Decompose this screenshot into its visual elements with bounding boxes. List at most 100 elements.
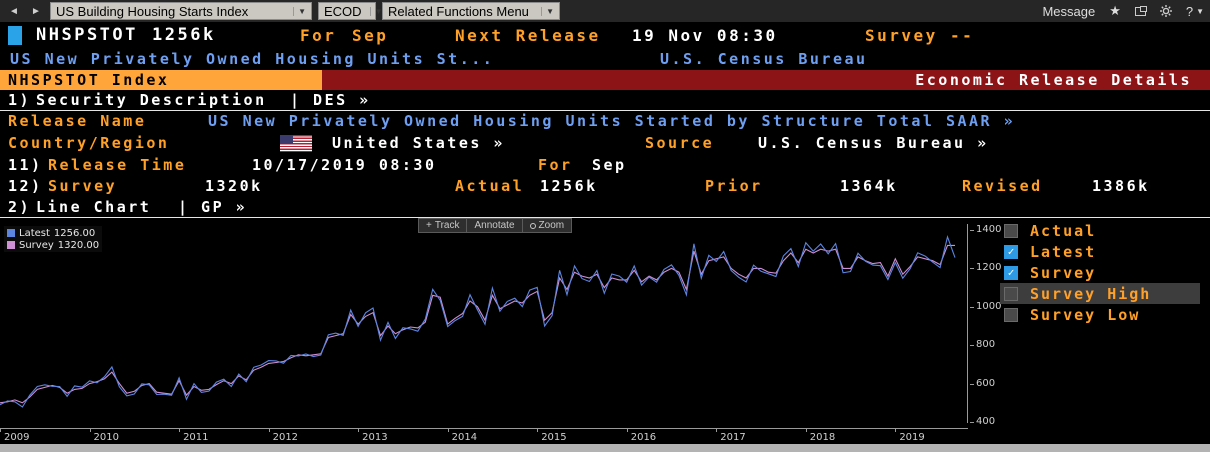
chevron-down-icon: ▼ xyxy=(293,6,306,16)
message-link[interactable]: Message xyxy=(1042,3,1096,19)
track-button[interactable]: + Track xyxy=(418,218,468,233)
chart-toolbar: + Track Annotate Zoom xyxy=(418,218,573,233)
annotate-button[interactable]: Annotate xyxy=(467,218,523,233)
gear-icon[interactable] xyxy=(1159,5,1172,17)
security-subheader: US New Privately Owned Housing Units St.… xyxy=(0,49,1210,70)
checkbox-survey[interactable] xyxy=(1004,265,1018,280)
x-tick-mark xyxy=(358,428,360,432)
toggle-label: Survey High xyxy=(1030,284,1152,303)
zoom-button[interactable]: Zoom xyxy=(522,218,573,233)
ticker-titlebar: NHSPSTOT Index xyxy=(0,70,322,90)
checkbox-survey-low[interactable] xyxy=(1004,307,1018,322)
release-name-label: Release Name xyxy=(8,112,147,130)
y-axis-label: 1000 xyxy=(976,300,1002,312)
y-axis-label: 1400 xyxy=(976,224,1002,235)
section-line-chart: 2) Line Chart | GP » xyxy=(0,197,1210,218)
x-axis-label: 2014 xyxy=(451,432,478,443)
country-value[interactable]: United States » xyxy=(332,134,505,152)
y-axis-label: 1200 xyxy=(976,262,1002,274)
chevron-down-icon: ▼ xyxy=(369,6,382,16)
popout-glyph xyxy=(1134,5,1147,16)
checkbox-survey-high[interactable] xyxy=(1004,286,1018,301)
help-menu[interactable]: ? ▼ xyxy=(1186,4,1204,19)
gp-function-link[interactable]: | GP » xyxy=(178,198,248,216)
x-axis-label: 2012 xyxy=(272,432,299,443)
survey-field-label[interactable]: Survey xyxy=(48,177,118,195)
security-dropdown-label: US Building Housing Starts Index xyxy=(56,3,249,19)
for-label: For xyxy=(300,26,337,45)
checkbox-actual[interactable] xyxy=(1004,223,1018,238)
x-axis-label: 2018 xyxy=(809,432,836,443)
prior-label: Prior xyxy=(705,177,763,195)
plus-icon: + xyxy=(426,220,432,231)
gear-glyph xyxy=(1159,5,1172,17)
chart-plot-area[interactable] xyxy=(0,224,968,430)
series-latest xyxy=(0,234,956,408)
back-button[interactable]: ◄ xyxy=(9,5,19,17)
y-tick-mark xyxy=(970,383,974,385)
forward-button[interactable]: ► xyxy=(31,5,41,17)
toggle-survey-high[interactable]: Survey High xyxy=(1000,283,1200,304)
security-dropdown[interactable]: US Building Housing Starts Index ▼ xyxy=(50,2,312,20)
revised-label: Revised xyxy=(962,177,1043,195)
x-tick-mark xyxy=(0,428,1,432)
x-tick-mark xyxy=(179,428,181,432)
us-flag-icon xyxy=(280,135,312,152)
page-titlebar: NHSPSTOT Index Economic Release Details xyxy=(0,70,1210,90)
x-axis-label: 2010 xyxy=(93,432,119,443)
latest-swatch xyxy=(7,229,15,237)
zoom-label: Zoom xyxy=(538,220,565,231)
related-functions-dropdown[interactable]: Related Functions Menu ▼ xyxy=(382,2,560,20)
y-tick-mark xyxy=(970,345,974,347)
toggle-survey-low[interactable]: Survey Low xyxy=(1000,304,1200,325)
y-tick-mark xyxy=(970,422,974,423)
ticker: NHSPSTOT xyxy=(36,25,138,45)
security-header: NHSPSTOT 1256k For Sep Next Release 19 N… xyxy=(0,22,1210,49)
latest-value: 1256k xyxy=(152,25,216,45)
x-tick-mark xyxy=(268,428,270,432)
section-security-description: 1) Security Description | DES » xyxy=(0,90,1210,111)
toggle-label: Latest xyxy=(1030,242,1097,261)
next-release-label: Next Release xyxy=(455,26,601,45)
y-axis-label: 600 xyxy=(976,377,996,389)
toggle-survey[interactable]: Survey xyxy=(1000,262,1200,283)
toolbar-right: Message ★ ? ▼ xyxy=(1042,3,1204,19)
section-label[interactable]: Line Chart xyxy=(36,198,152,216)
legend-item: Latest 1256.00 xyxy=(7,227,99,239)
x-tick-mark xyxy=(805,428,807,432)
country-label: Country/Region xyxy=(8,134,170,152)
x-axis-label: 2016 xyxy=(630,432,657,443)
toggle-actual[interactable]: Actual xyxy=(1000,220,1200,241)
release-for-value: Sep xyxy=(592,156,627,174)
actual-label: Actual xyxy=(455,177,525,195)
security-description-text: US New Privately Owned Housing Units St.… xyxy=(10,50,495,68)
y-axis: 400 600 800 1000 1200 1400 xyxy=(970,224,1008,430)
chevron-down-icon: ▼ xyxy=(1196,6,1204,16)
annotate-label: Annotate xyxy=(474,220,515,231)
release-time-label[interactable]: Release Time xyxy=(48,156,187,174)
x-axis-label: 2017 xyxy=(720,432,746,443)
release-name-value[interactable]: US New Privately Owned Housing Units Sta… xyxy=(208,112,1016,130)
ecod-dropdown[interactable]: ECOD ▼ xyxy=(318,2,382,20)
toggle-label: Survey xyxy=(1030,263,1097,282)
des-function-link[interactable]: | DES » xyxy=(290,91,371,109)
x-axis-label: 2009 xyxy=(4,432,30,443)
section-label[interactable]: Security Description xyxy=(36,91,267,109)
source-value[interactable]: U.S. Census Bureau » xyxy=(758,134,989,152)
x-axis-label: 2011 xyxy=(183,432,209,443)
help-label: ? xyxy=(1185,3,1194,19)
security-type-indicator xyxy=(8,26,22,45)
y-tick-mark xyxy=(970,230,974,231)
x-axis: 2009 2010 2011 2012 2013 2014 2015 2016 2017 2018… xyxy=(0,428,968,444)
star-icon[interactable]: ★ xyxy=(1109,3,1121,18)
x-tick-mark xyxy=(89,428,91,432)
survey-field-value: 1320k xyxy=(205,177,263,195)
popout-icon[interactable] xyxy=(1134,5,1147,16)
x-axis-label: 2013 xyxy=(362,432,388,443)
track-label: Track xyxy=(434,220,460,231)
release-time-value: 10/17/2019 08:30 xyxy=(252,156,437,174)
x-tick-mark xyxy=(447,428,449,432)
toggle-latest[interactable]: Latest xyxy=(1000,241,1200,262)
checkbox-latest[interactable] xyxy=(1004,244,1018,259)
horizontal-scrollbar[interactable] xyxy=(0,444,1210,452)
